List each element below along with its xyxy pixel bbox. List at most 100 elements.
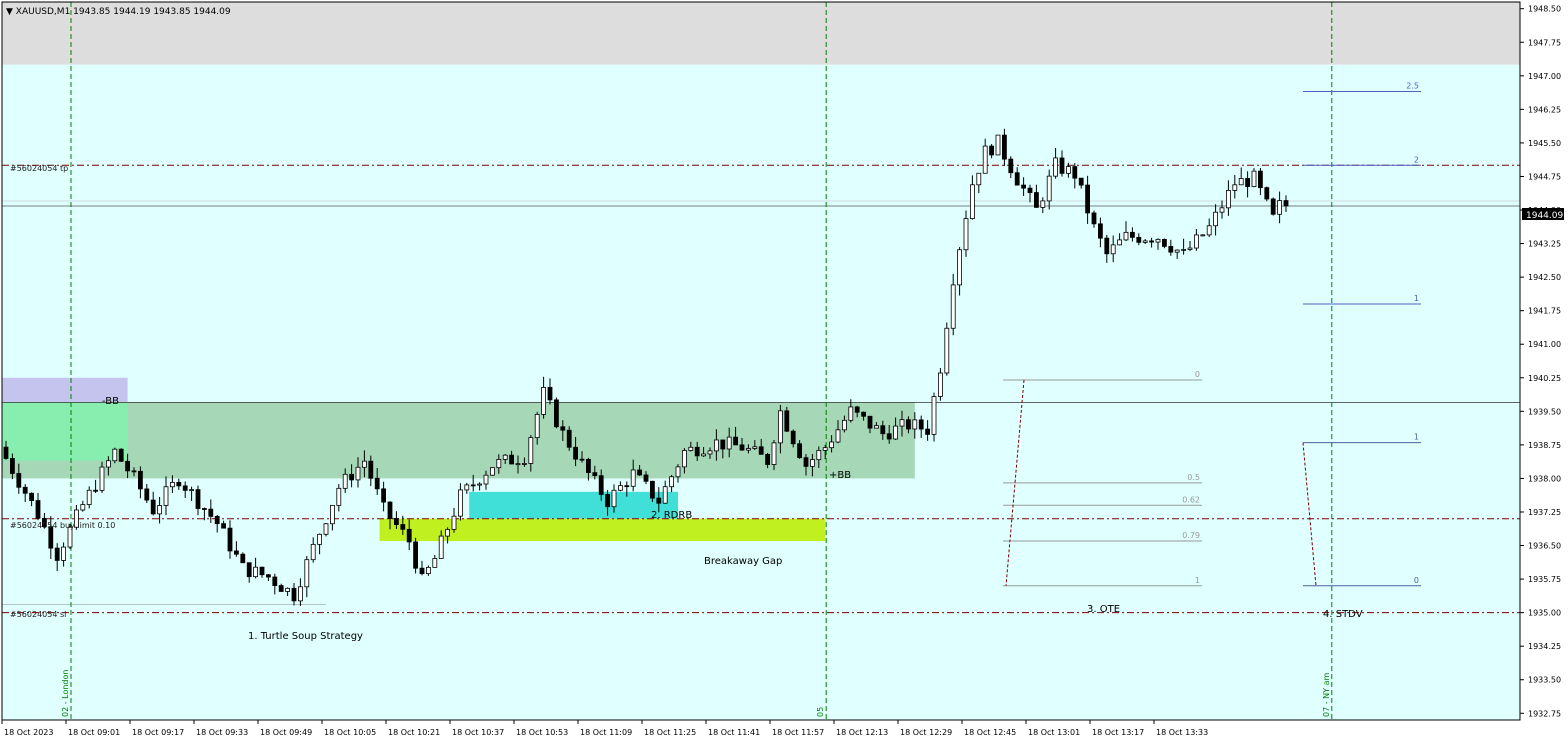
candle-body bbox=[1181, 249, 1186, 251]
candle bbox=[918, 415, 924, 438]
candle bbox=[112, 447, 118, 464]
candle-body bbox=[1104, 237, 1110, 255]
neg-bb-label: -BB bbox=[102, 396, 119, 407]
candle-body bbox=[707, 450, 713, 455]
candle-body bbox=[509, 454, 515, 465]
candle bbox=[374, 468, 380, 495]
candle-body bbox=[106, 460, 111, 468]
ote-level-label: 0 bbox=[1195, 370, 1200, 379]
candle-body bbox=[739, 444, 745, 451]
candle-body bbox=[1277, 200, 1282, 215]
breakaway-gap-label: Breakaway Gap bbox=[704, 556, 782, 567]
stdv-level-label: 1 bbox=[1414, 433, 1419, 442]
time-tick-label: 18 Oct 09:49 bbox=[260, 728, 312, 737]
candle-body bbox=[42, 517, 47, 528]
candle-body bbox=[361, 460, 367, 468]
candle bbox=[93, 479, 98, 494]
candle-body bbox=[336, 487, 342, 506]
candle-body bbox=[630, 469, 636, 487]
candle-body bbox=[477, 483, 483, 486]
rdrb-zone[interactable] bbox=[469, 491, 678, 519]
candle bbox=[656, 487, 662, 513]
candle bbox=[297, 578, 303, 606]
price-tick-label: 1933.50 bbox=[1528, 676, 1561, 685]
candle bbox=[528, 435, 534, 472]
stdv-fibonacci-tool[interactable]: 2.5 2 1 1 0 bbox=[1302, 81, 1421, 587]
stdv-trend-line bbox=[1302, 442, 1317, 586]
price-axis[interactable]: 1948.50 1947.75 1947.00 1946.25 1945.50 1944.… bbox=[1520, 5, 1561, 719]
candle-body bbox=[445, 528, 451, 537]
candle-body bbox=[675, 466, 681, 478]
candle-body bbox=[304, 559, 310, 588]
price-tick-label: 1941.00 bbox=[1528, 340, 1561, 349]
candle-body bbox=[80, 504, 86, 511]
candle bbox=[445, 527, 451, 544]
candle-body bbox=[1258, 170, 1263, 189]
candle bbox=[1245, 171, 1250, 198]
candle bbox=[790, 429, 796, 448]
candle bbox=[477, 482, 483, 491]
candle-body bbox=[1040, 200, 1046, 208]
candle bbox=[579, 451, 585, 463]
current-price-tag bbox=[1522, 208, 1564, 220]
pos-bb-label: +BB bbox=[829, 470, 851, 481]
ote-level-label: 0.62 bbox=[1182, 495, 1200, 504]
candle-body bbox=[1226, 190, 1231, 209]
time-tick-label: 18 Oct 09:01 bbox=[68, 728, 120, 737]
candle-body bbox=[99, 466, 105, 491]
time-tick-label: 18 Oct 12:13 bbox=[836, 728, 888, 737]
rdrb-label: 2. RDRB bbox=[651, 510, 692, 521]
candle-body bbox=[995, 134, 1001, 156]
candle-body bbox=[714, 439, 719, 452]
candle-body bbox=[643, 474, 649, 482]
ote-level-label: 0.79 bbox=[1182, 531, 1200, 540]
candle-body bbox=[931, 396, 937, 435]
candle-body bbox=[74, 509, 79, 528]
candle bbox=[502, 453, 508, 464]
plot-background[interactable] bbox=[2, 2, 1520, 720]
price-tick-label: 1935.75 bbox=[1528, 575, 1561, 584]
candle-body bbox=[688, 446, 694, 451]
candle bbox=[425, 565, 431, 576]
ote-fibonacci-tool[interactable]: 0 0.5 0.62 0.79 1 bbox=[1003, 370, 1202, 587]
candle bbox=[835, 420, 841, 444]
candle bbox=[176, 478, 182, 490]
candle bbox=[74, 504, 79, 530]
candle-body bbox=[125, 460, 130, 472]
candle bbox=[99, 461, 105, 494]
candle-body bbox=[554, 399, 559, 428]
time-tick-label: 18 Oct 11:25 bbox=[644, 728, 696, 737]
price-tick-label: 1947.00 bbox=[1528, 72, 1561, 81]
candle-body bbox=[835, 429, 841, 443]
candle bbox=[822, 444, 828, 460]
candle bbox=[201, 507, 207, 521]
positive-breaker-block-zone[interactable] bbox=[2, 402, 915, 479]
candle bbox=[534, 411, 540, 445]
price-tick-label: 1939.50 bbox=[1528, 407, 1561, 416]
candle bbox=[22, 484, 28, 502]
candle bbox=[323, 522, 329, 537]
candle bbox=[489, 467, 495, 476]
collapse-triangle-icon[interactable]: ▼ bbox=[6, 7, 16, 17]
candle-body bbox=[169, 481, 175, 488]
breakaway-gap-zone[interactable] bbox=[379, 518, 826, 542]
candle-body bbox=[259, 566, 265, 576]
breaker-block-overlap-zone[interactable] bbox=[2, 402, 128, 461]
candle-body bbox=[393, 518, 399, 525]
candle-body bbox=[912, 419, 918, 430]
negative-breaker-block-zone[interactable] bbox=[2, 377, 128, 403]
candle bbox=[419, 560, 425, 576]
candle bbox=[496, 454, 502, 474]
candle bbox=[630, 459, 636, 492]
candle-body bbox=[1098, 223, 1103, 239]
sl-order-label: #56024054 sl bbox=[10, 610, 66, 619]
price-tick-label: 1947.75 bbox=[1528, 38, 1561, 47]
candle-body bbox=[1046, 175, 1052, 202]
candle bbox=[272, 573, 278, 595]
time-axis[interactable]: 18 Oct 2023 18 Oct 09:01 18 Oct 09:17 18 Oc… bbox=[1, 720, 1208, 737]
tp-order-label: #56024054 tp bbox=[10, 164, 68, 173]
stdv-level-label: 2.5 bbox=[1406, 81, 1419, 90]
candle bbox=[848, 399, 854, 423]
candle-body bbox=[669, 476, 674, 488]
